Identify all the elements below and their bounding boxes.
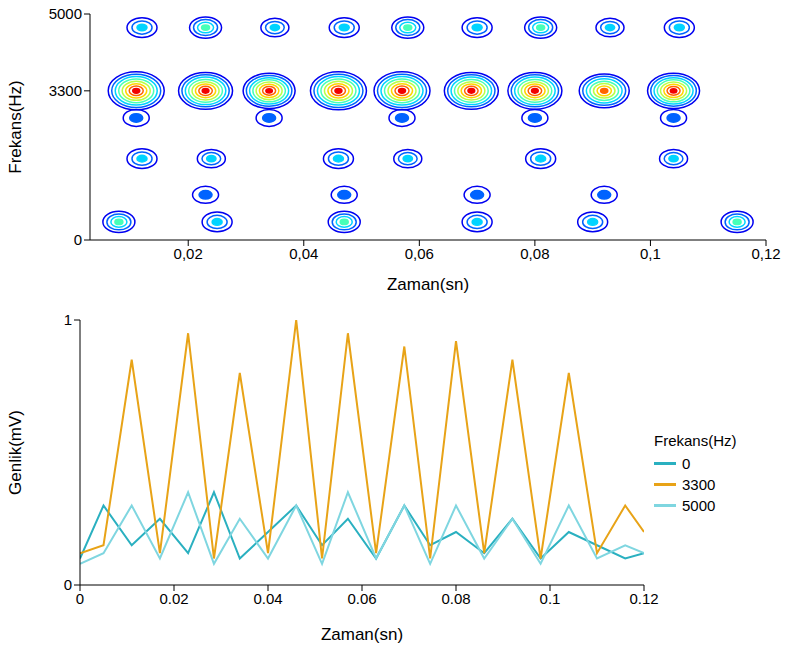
svg-text:0: 0 xyxy=(76,590,84,607)
html-text:0: 0 xyxy=(682,455,691,472)
svg-text:Zaman(sn): Zaman(sn) xyxy=(387,275,469,294)
svg-text:0.1: 0.1 xyxy=(540,590,561,607)
svg-text:0,02: 0,02 xyxy=(174,245,203,262)
html-text:3300: 3300 xyxy=(682,476,716,493)
html-text:5000: 5000 xyxy=(682,497,716,514)
svg-text:0.06: 0.06 xyxy=(347,590,376,607)
svg-text:0,08: 0,08 xyxy=(520,245,549,262)
svg-text:0,04: 0,04 xyxy=(289,245,318,262)
svg-text:Genlik(mV): Genlik(mV) xyxy=(6,410,25,495)
svg-text:5000: 5000 xyxy=(49,5,82,22)
svg-text:Zaman(sn): Zaman(sn) xyxy=(321,625,403,644)
svg-text:0.02: 0.02 xyxy=(159,590,188,607)
svg-text:0.04: 0.04 xyxy=(253,590,282,607)
svg-text:0: 0 xyxy=(74,231,82,248)
svg-text:0: 0 xyxy=(64,576,72,593)
svg-text:0.12: 0.12 xyxy=(629,590,658,607)
svg-text:1: 1 xyxy=(64,311,72,328)
svg-text:0.08: 0.08 xyxy=(441,590,470,607)
svg-text:0,06: 0,06 xyxy=(405,245,434,262)
svg-text:Frekans(Hz): Frekans(Hz) xyxy=(6,80,25,174)
svg-text:0,1: 0,1 xyxy=(640,245,661,262)
svg-text:0,12: 0,12 xyxy=(751,245,780,262)
html-text:Frekans(Hz): Frekans(Hz) xyxy=(654,432,737,449)
svg-text:3300: 3300 xyxy=(49,82,82,99)
